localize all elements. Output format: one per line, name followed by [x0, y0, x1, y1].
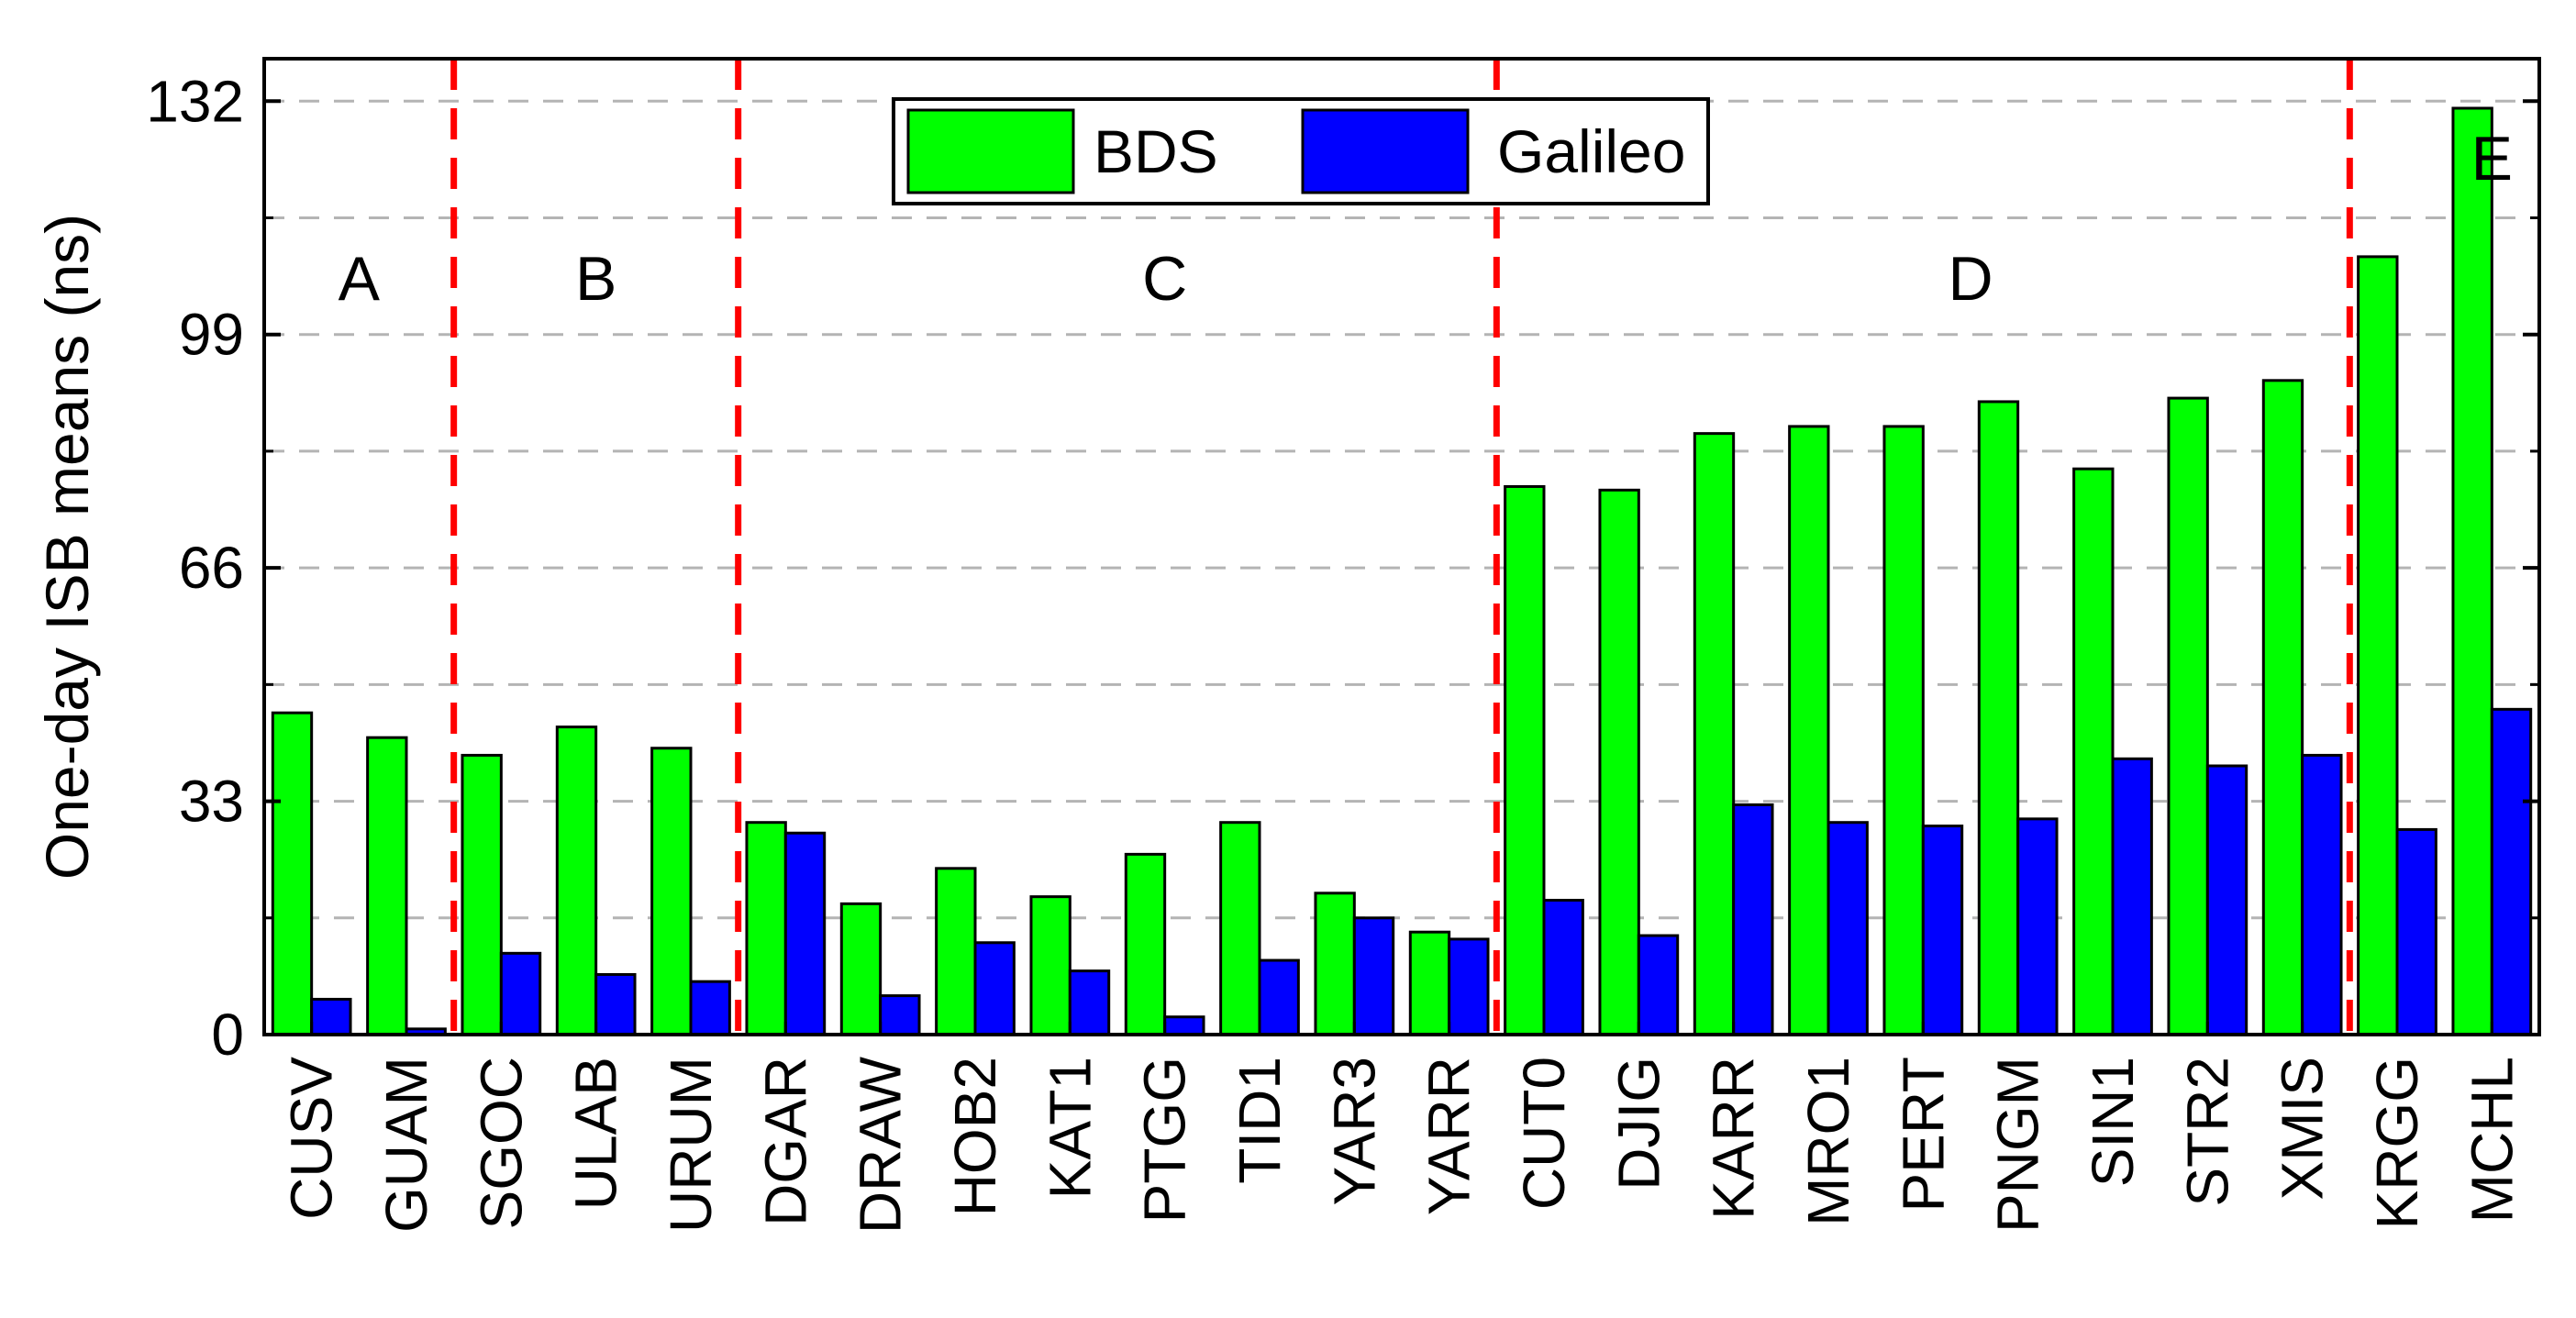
bar-bds-urum	[650, 747, 693, 1036]
bar-galileo-krgg	[2395, 827, 2437, 1036]
bars	[271, 106, 2533, 1036]
x-tick-label: DJIG	[1605, 1057, 1671, 1191]
x-tick-label: YARR	[1416, 1057, 1482, 1215]
bar-bds-pert	[1882, 425, 1925, 1036]
legend-label-bds: BDS	[1094, 117, 1218, 185]
legend: BDS Galileo	[892, 97, 1710, 205]
x-tick-label: MRO1	[1795, 1057, 1861, 1226]
bar-bds-krgg	[2357, 255, 2399, 1036]
bar-bds-yar3	[1314, 892, 1356, 1036]
bar-galileo-mchl	[2490, 707, 2533, 1036]
bar-bds-cut0	[1504, 484, 1546, 1036]
bar-galileo-cusv	[310, 997, 352, 1036]
plot-frame	[262, 57, 2541, 1036]
ticks: 0 33 66 99 132 CUSV GUAM SGOC ULAB URUM DGAR DRAW HO…	[146, 68, 2539, 1234]
x-tick-label: DRAW	[848, 1056, 914, 1234]
bar-bds-dgar	[745, 821, 787, 1036]
group-label-a: A	[339, 244, 381, 314]
bar-galileo-karr	[1732, 803, 1774, 1036]
bar-bds-draw	[839, 902, 883, 1036]
bar-bds-ulab	[555, 725, 598, 1036]
x-tick-label: YAR3	[1321, 1057, 1387, 1205]
bar-bds-yarr	[1408, 930, 1451, 1036]
y-tick-label: 0	[211, 1002, 244, 1068]
y-tick-label: 132	[146, 68, 244, 134]
x-tick-label: XMIS	[2270, 1057, 2336, 1200]
group-label-d: D	[1948, 244, 1993, 314]
bar-galileo-yar3	[1352, 916, 1395, 1036]
bar-galileo-sin1	[2111, 757, 2153, 1036]
x-tick-label: SGOC	[468, 1057, 534, 1229]
y-tick-label: 33	[179, 769, 244, 835]
bar-bds-djig	[1598, 488, 1640, 1036]
bar-galileo-str2	[2205, 764, 2248, 1036]
bar-galileo-ulab	[594, 972, 637, 1036]
x-tick-label: KARR	[1701, 1057, 1767, 1220]
bar-galileo-tid1	[1258, 958, 1300, 1036]
group-label-e: E	[2471, 124, 2513, 194]
bar-galileo-kat1	[1068, 969, 1111, 1036]
bar-bds-tid1	[1219, 821, 1261, 1036]
y-axis-title: One-day ISB means (ns)	[33, 214, 101, 880]
x-tick-label: GUAM	[373, 1057, 439, 1233]
bar-galileo-cut0	[1542, 899, 1584, 1036]
bar-bds-karr	[1693, 432, 1736, 1036]
bar-galileo-djig	[1637, 934, 1680, 1036]
bar-galileo-pert	[1921, 825, 1964, 1036]
x-tick-label: SIN1	[2080, 1057, 2146, 1187]
bar-bds-str2	[2167, 396, 2209, 1036]
bar-galileo-mro1	[1827, 821, 1869, 1036]
bar-galileo-ptgg	[1163, 1015, 1205, 1036]
bar-bds-kat1	[1029, 895, 1071, 1036]
x-tick-label: STR2	[2174, 1057, 2240, 1207]
bar-bds-hob2	[935, 867, 977, 1036]
bar-bds-sin1	[2072, 467, 2115, 1036]
legend-swatch-galileo	[1301, 108, 1470, 194]
x-tick-label: PNGM	[1985, 1057, 2051, 1233]
bar-galileo-draw	[879, 994, 921, 1036]
bar-bds-cusv	[271, 711, 314, 1036]
bar-bds-sgoc	[461, 753, 503, 1036]
legend-swatch-bds	[906, 108, 1075, 194]
x-tick-label: PERT	[1890, 1057, 1956, 1213]
bar-bds-guam	[366, 736, 408, 1036]
x-tick-label: HOB2	[942, 1057, 1008, 1216]
x-tick-label: DGAR	[752, 1057, 818, 1226]
bar-bds-xmis	[2261, 379, 2304, 1036]
bar-bds-ptgg	[1124, 852, 1167, 1036]
y-tick-label: 66	[179, 535, 244, 601]
group-label-c: C	[1142, 244, 1187, 314]
x-tick-label: KRGG	[2364, 1057, 2430, 1229]
x-tick-label: URUM	[658, 1057, 724, 1233]
x-tick-label: CUT0	[1511, 1057, 1577, 1210]
x-tick-label: PTGG	[1132, 1057, 1198, 1223]
bar-bds-pngm	[1977, 400, 2020, 1036]
bar-galileo-urum	[689, 980, 731, 1036]
grid-lines	[264, 99, 2539, 920]
bar-galileo-yarr	[1448, 937, 1490, 1036]
x-tick-label: ULAB	[563, 1057, 629, 1210]
bar-galileo-sgoc	[499, 951, 542, 1036]
group-labels: A B C D E	[339, 124, 2513, 314]
x-tick-label: MCHL	[2459, 1057, 2525, 1223]
bar-galileo-pngm	[2016, 817, 2059, 1036]
bar-galileo-hob2	[973, 941, 1016, 1036]
group-dividers	[450, 59, 2353, 1035]
x-tick-label: CUSV	[279, 1057, 345, 1220]
bar-galileo-dgar	[783, 831, 827, 1036]
x-tick-label: KAT1	[1037, 1057, 1103, 1199]
x-tick-label: TID1	[1227, 1057, 1293, 1184]
bar-galileo-xmis	[2301, 753, 2343, 1036]
legend-label-galileo: Galileo	[1497, 117, 1685, 185]
group-label-b: B	[575, 244, 616, 314]
y-tick-label: 99	[179, 302, 244, 368]
bar-bds-mchl	[2451, 106, 2493, 1036]
bar-bds-mro1	[1788, 425, 1830, 1036]
